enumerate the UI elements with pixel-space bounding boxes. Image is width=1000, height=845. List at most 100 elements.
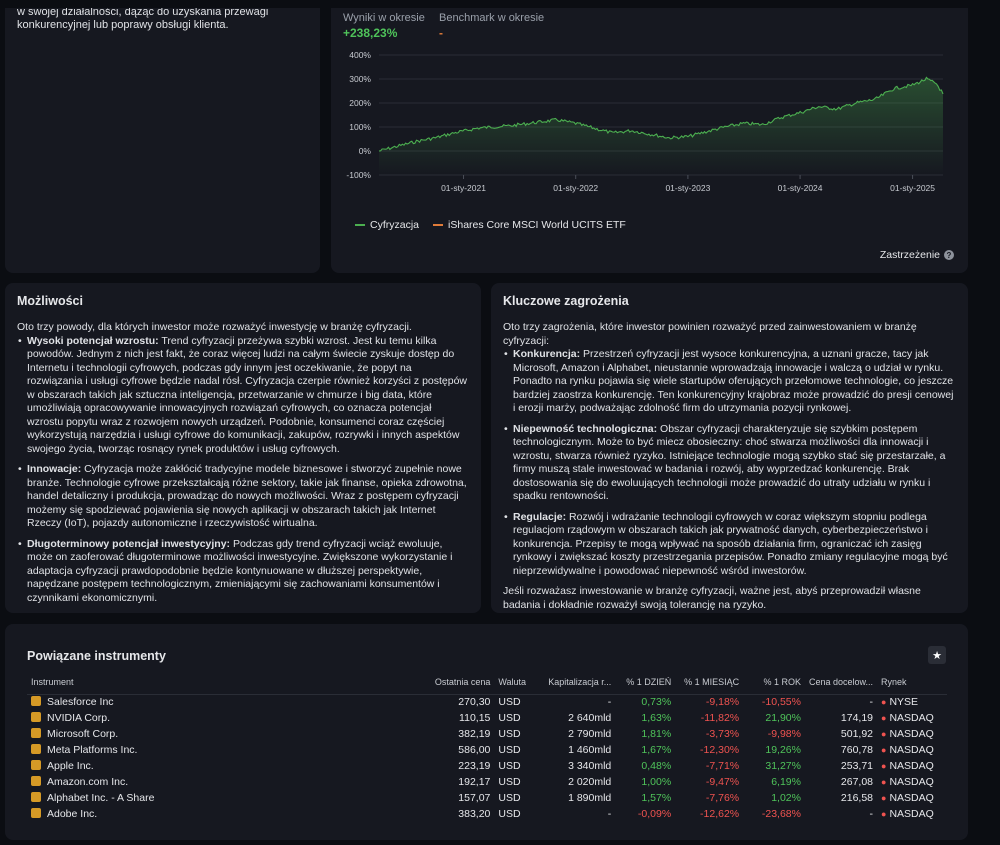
- market: NYSE: [889, 696, 919, 709]
- market-cap: -: [607, 808, 612, 820]
- currency: USD: [498, 744, 521, 756]
- top-bar: [0, 0, 1000, 8]
- instrument-logo-icon: [31, 808, 41, 818]
- market-status-icon: ●: [881, 713, 887, 723]
- col-1m[interactable]: % 1 MIESIĄC: [675, 676, 744, 695]
- table-row[interactable]: Meta Platforms Inc. 586,00 USD 1 460mld 1,67…: [27, 742, 947, 758]
- currency: USD: [498, 696, 521, 709]
- target-price: 501,92: [840, 728, 874, 740]
- x-tick-label: 01-sty-2025: [890, 183, 935, 193]
- change-1d: 0,73%: [641, 696, 672, 709]
- instrument-logo-icon: [31, 760, 41, 770]
- risks-intro: Oto trzy zagrożenia, które inwestor powi…: [503, 321, 917, 347]
- table-row[interactable]: Microsoft Corp. 382,19 USD 2 790mld 1,81% -3,…: [27, 726, 947, 742]
- market: NASDAQ: [889, 760, 934, 772]
- chart-legend: Cyfryzacja iShares Core MSCI World UCITS…: [355, 219, 626, 231]
- change-1y: 21,90%: [765, 712, 801, 724]
- help-icon[interactable]: ?: [944, 250, 954, 260]
- instrument-name[interactable]: Salesforce Inc: [47, 696, 114, 709]
- disclaimer-link[interactable]: Zastrzeżenie ?: [880, 249, 954, 261]
- market-cap: 3 340mld: [568, 760, 612, 772]
- risks-card: Kluczowe zagrożenia Oto trzy zagrożenia,…: [491, 283, 968, 613]
- last-price: 192,17: [458, 776, 491, 788]
- y-tick-label: 300%: [349, 74, 371, 84]
- list-item: Konkurencja: Przestrzeń cyfryzacji jest …: [504, 348, 956, 416]
- table-row[interactable]: Adobe Inc. 383,20 USD - -0,09% -12,62% -23,68%…: [27, 806, 947, 822]
- instrument-name[interactable]: Apple Inc.: [47, 760, 94, 772]
- change-1m: -7,71%: [705, 760, 740, 772]
- list-item: Regulacje: Rozwój i wdrażanie technologi…: [504, 511, 956, 579]
- col-cap[interactable]: Kapitalizacja r...: [544, 676, 616, 695]
- change-1y: -9,98%: [767, 728, 801, 740]
- instrument-name[interactable]: Amazon.com Inc.: [47, 776, 129, 788]
- y-tick-label: 100%: [349, 122, 371, 132]
- instrument-logo-icon: [31, 792, 41, 802]
- change-1d: 1,63%: [641, 712, 672, 724]
- col-1y[interactable]: % 1 ROK: [743, 676, 805, 695]
- col-market[interactable]: Rynek: [877, 676, 947, 695]
- market-cap: 2 640mld: [568, 712, 612, 724]
- x-tick-label: 01-sty-2023: [665, 183, 710, 193]
- table-row[interactable]: Alphabet Inc. - A Share 157,07 USD 1 890mld…: [27, 790, 947, 806]
- series-line-cyfryzacja: [378, 76, 944, 152]
- col-instrument[interactable]: Instrument: [27, 676, 276, 695]
- instrument-name[interactable]: NVIDIA Corp.: [47, 712, 111, 724]
- target-price: -: [869, 696, 874, 709]
- change-1y: 19,26%: [765, 744, 801, 756]
- instrument-name[interactable]: Meta Platforms Inc.: [47, 744, 138, 756]
- legend-item-benchmark[interactable]: iShares Core MSCI World UCITS ETF: [433, 219, 626, 231]
- col-price[interactable]: Ostatnia cena: [275, 676, 495, 695]
- instrument-logo-icon: [31, 744, 41, 754]
- market: NASDAQ: [889, 728, 934, 740]
- target-price: 267,08: [840, 776, 874, 788]
- change-1m: -12,62%: [700, 808, 740, 820]
- legend-item-series[interactable]: Cyfryzacja: [355, 219, 419, 231]
- col-1d[interactable]: % 1 DZIEŃ: [615, 676, 676, 695]
- change-1y: 1,02%: [771, 792, 801, 804]
- table-row[interactable]: Salesforce Inc 270,30 USD - 0,73% -9,18% -10,5…: [27, 694, 947, 710]
- last-price: 382,19: [458, 728, 491, 740]
- opportunities-card: Możliwości Oto trzy powody, dla których …: [5, 283, 481, 613]
- list-item: Niepewność technologiczna: Obszar cyfryz…: [504, 423, 956, 504]
- description-card: w swojej działalności, dążąc do uzyskani…: [5, 0, 320, 273]
- last-price: 270,30: [458, 696, 491, 709]
- change-1y: 6,19%: [771, 776, 801, 788]
- x-tick-label: 01-sty-2024: [778, 183, 823, 193]
- performance-card: Wyniki w okresie +238,23% Benchmark w ok…: [331, 0, 968, 273]
- instrument-logo-icon: [31, 712, 41, 722]
- y-tick-label: 400%: [349, 50, 371, 60]
- market: NASDAQ: [889, 808, 934, 820]
- table-row[interactable]: NVIDIA Corp. 110,15 USD 2 640mld 1,63% -11,82…: [27, 710, 947, 726]
- change-1d: 1,57%: [641, 792, 672, 804]
- col-target[interactable]: Cena docelow...: [804, 676, 878, 695]
- last-price: 223,19: [458, 760, 491, 772]
- change-1d: 0,48%: [641, 760, 672, 772]
- col-currency[interactable]: Waluta: [494, 676, 545, 695]
- market-cap: 1 890mld: [568, 792, 612, 804]
- watchlist-star-button[interactable]: ★: [928, 646, 946, 664]
- description-text: w swojej działalności, dążąc do uzyskani…: [17, 6, 269, 31]
- table-row[interactable]: Amazon.com Inc. 192,17 USD 2 020mld 1,00% -9,…: [27, 774, 947, 790]
- table-row[interactable]: Apple Inc. 223,19 USD 3 340mld 0,48% -7,71% 31…: [27, 758, 947, 774]
- benchmark-label: Benchmark w okresie: [439, 12, 545, 24]
- x-tick-label: 01-sty-2021: [441, 183, 486, 193]
- list-item: Długoterminowy potencjał inwestycyjny: P…: [18, 538, 469, 606]
- change-1y: -10,55%: [761, 696, 801, 709]
- market: NASDAQ: [889, 776, 934, 788]
- results-label: Wyniki w okresie: [343, 12, 425, 24]
- instrument-name[interactable]: Microsoft Corp.: [47, 728, 119, 740]
- instruments-title: Powiązane instrumenty: [27, 649, 166, 663]
- change-1m: -3,73%: [705, 728, 740, 740]
- performance-chart[interactable]: 400% 300% 200% 100% 0% -100% 01-sty-2021 01-sty…: [331, 40, 968, 212]
- change-1y: 31,27%: [765, 760, 801, 772]
- market-cap: 1 460mld: [568, 744, 612, 756]
- change-1d: 1,81%: [641, 728, 672, 740]
- x-tick-label: 01-sty-2022: [553, 183, 598, 193]
- currency: USD: [498, 712, 521, 724]
- legend-series-label: Cyfryzacja: [370, 219, 420, 231]
- instrument-name[interactable]: Adobe Inc.: [47, 808, 98, 820]
- table-header-row: Instrument Ostatnia cena Waluta Kapitali…: [27, 676, 947, 695]
- change-1m: -12,30%: [700, 744, 740, 756]
- currency: USD: [498, 776, 521, 788]
- instrument-name[interactable]: Alphabet Inc. - A Share: [47, 792, 155, 804]
